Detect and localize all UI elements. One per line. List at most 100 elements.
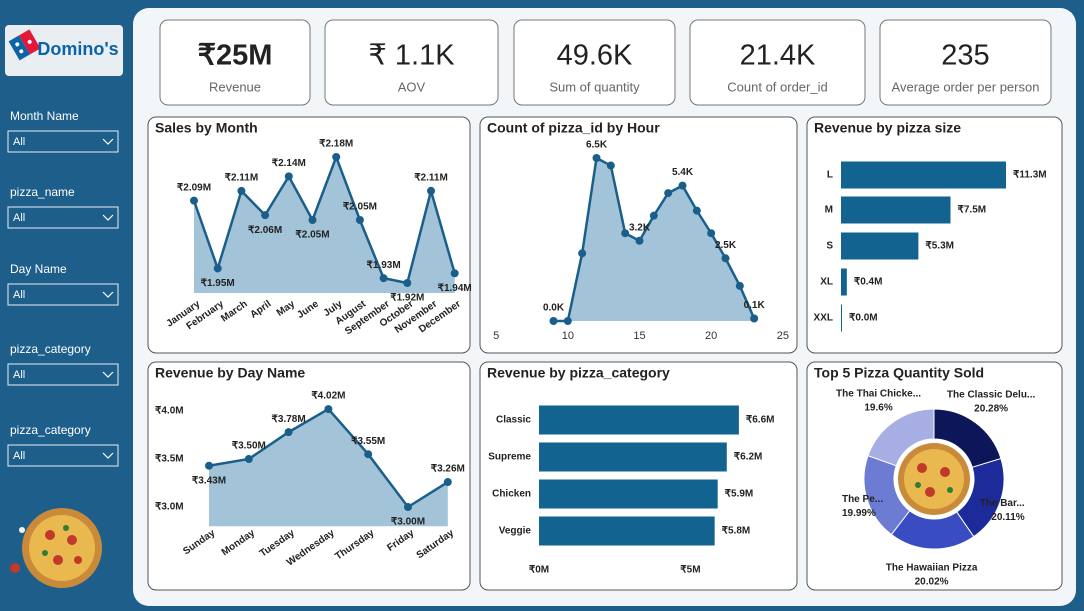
chart-title: Revenue by Day Name: [155, 365, 305, 381]
data-label: ₹5.9M: [725, 489, 754, 500]
donut-slice: [867, 408, 935, 467]
filter-label: pizza_name: [10, 185, 75, 199]
slice-value: 20.11%: [991, 512, 1024, 523]
filter-label: Month Name: [10, 109, 79, 123]
point: [621, 229, 630, 238]
filter-dropdown[interactable]: [7, 363, 119, 386]
point: [308, 216, 317, 224]
point: [427, 186, 435, 195]
data-label: ₹2.11M: [414, 173, 448, 184]
data-label: 6.5K: [586, 140, 608, 151]
area: [553, 158, 755, 321]
data-label: ₹3.26M: [431, 464, 465, 475]
slice-label: The Bar...: [980, 498, 1025, 509]
data-label: ₹2.05M: [343, 202, 377, 213]
data-label: ₹6.6M: [746, 415, 775, 426]
category-label: XXL: [814, 313, 833, 324]
filter-value: All: [13, 369, 25, 381]
line: [192, 153, 456, 285]
point: [692, 206, 701, 215]
y-tick-label: ₹4.0M: [155, 406, 184, 417]
x-tick-label: 15: [633, 330, 645, 342]
data-label: ₹1.95M: [201, 278, 235, 289]
chevron: [102, 138, 114, 145]
kpi-value: 235: [941, 40, 989, 72]
y-tick-label: ₹3.5M: [155, 454, 184, 465]
chart-title: Revenue by pizza_category: [487, 365, 670, 381]
data-label: ₹1.92M: [390, 293, 424, 304]
y-tick-label: ₹3.0M: [155, 502, 184, 513]
point: [750, 314, 759, 323]
x-tick-label: 20: [705, 330, 717, 342]
category-label: L: [827, 170, 833, 181]
data-label: ₹3.00M: [391, 517, 425, 528]
point: [284, 428, 293, 437]
kpi-label: Sum of quantity: [549, 79, 640, 94]
chevron: [102, 452, 114, 459]
data-label: ₹1.93M: [367, 260, 401, 271]
data-label: ₹5.8M: [722, 526, 751, 537]
point: [355, 216, 364, 224]
kpi-label: Count of order_id: [727, 79, 827, 94]
point: [563, 317, 572, 325]
point: [261, 211, 270, 220]
kpi-card: [159, 19, 311, 106]
bar: [841, 161, 1006, 189]
bar: [539, 405, 739, 435]
category-label: Veggie: [499, 526, 532, 537]
slice-label: The Pe...: [842, 494, 883, 505]
filter-label: pizza_category: [10, 423, 91, 437]
bar: [539, 479, 718, 509]
filter-dropdown[interactable]: [7, 444, 119, 467]
data-label: 0.0K: [543, 303, 565, 314]
slice-value: 19.99%: [842, 508, 876, 519]
data-label: ₹11.3M: [1013, 170, 1047, 181]
filter-value: All: [13, 289, 25, 301]
bar: [841, 268, 847, 296]
point: [284, 172, 293, 181]
point: [649, 211, 658, 220]
filter-dropdown[interactable]: [7, 283, 119, 306]
slice-label: The Hawaiian Pizza: [886, 563, 978, 574]
data-label: ₹3.55M: [351, 436, 385, 447]
data-label: ₹3.78M: [272, 414, 306, 425]
chart-card: [479, 361, 798, 591]
point: [450, 269, 459, 278]
point: [664, 189, 673, 198]
x-tick-label: 10: [562, 330, 574, 342]
data-label: 5.4K: [672, 167, 694, 178]
point: [237, 186, 246, 195]
x-tick-label: ₹0M: [529, 565, 549, 576]
data-label: ₹2.06M: [248, 225, 282, 236]
data-label: 0.1K: [744, 300, 766, 311]
category-label: Supreme: [488, 452, 531, 463]
chart-title: Count of pizza_id by Hour: [487, 120, 660, 136]
data-label: ₹2.18M: [319, 139, 353, 150]
point: [205, 461, 213, 470]
kpi-label: Average order per person: [892, 79, 1040, 94]
data-label: ₹7.5M: [958, 205, 987, 216]
data-label: ₹3.50M: [232, 441, 266, 452]
point: [678, 181, 687, 190]
data-label: ₹2.09M: [177, 182, 211, 193]
filter-value: All: [13, 212, 25, 224]
pizza-decoration: [10, 508, 102, 588]
area: [209, 409, 448, 527]
slice-value: 19.6%: [864, 402, 892, 413]
filter-dropdown[interactable]: [7, 206, 119, 229]
data-label: ₹1.94M: [438, 283, 472, 294]
kpi-value: ₹25M: [198, 40, 273, 72]
kpi-value: 21.4K: [740, 40, 816, 72]
point: [443, 478, 452, 487]
category-label: S: [826, 241, 833, 252]
slice-label: The Thai Chicke...: [836, 388, 921, 399]
x-tick-label: ₹5M: [680, 565, 700, 576]
logo-text: Domino's: [37, 39, 118, 59]
filter-dropdown[interactable]: [7, 130, 119, 153]
data-label: ₹2.05M: [295, 230, 329, 241]
data-label: ₹5.3M: [925, 241, 954, 252]
data-label: ₹6.2M: [734, 452, 763, 463]
kpi-value: ₹ 1.1K: [368, 40, 455, 72]
category-label: M: [825, 205, 833, 216]
point: [735, 281, 744, 290]
